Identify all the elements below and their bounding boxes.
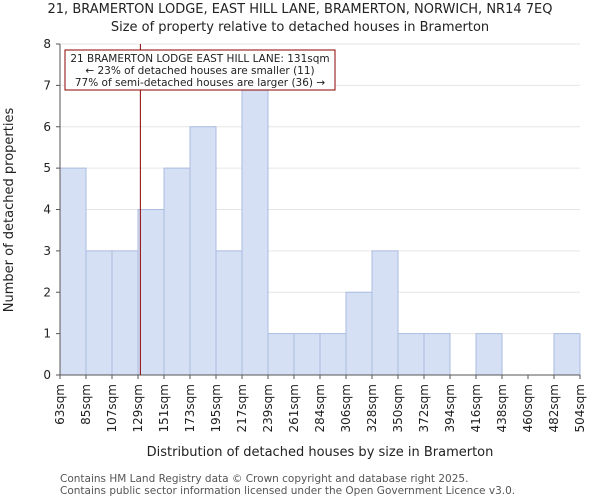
x-tick-label: 85sqm	[79, 384, 93, 425]
x-tick-layer: 63sqm 85sqm 107sqm 129sqm 151sqm 173sqm 195sqm…	[53, 375, 587, 432]
histogram-bar	[319, 333, 347, 376]
x-tick-label: 63sqm	[53, 384, 67, 425]
histogram-bar	[137, 209, 165, 376]
y-tick-label: 5	[43, 161, 51, 175]
footer-line-1: Contains HM Land Registry data © Crown c…	[60, 473, 469, 485]
histogram-bar	[423, 333, 451, 376]
x-tick-label: 217sqm	[235, 384, 249, 432]
histogram-bar	[241, 84, 269, 376]
annotation-line-1: 21 BRAMERTON LODGE EAST HILL LANE: 131sq…	[70, 53, 329, 65]
y-tick-label: 2	[43, 285, 51, 299]
x-tick-label: 306sqm	[339, 384, 353, 432]
x-tick-label: 416sqm	[469, 384, 483, 432]
x-tick-label: 328sqm	[365, 384, 379, 432]
x-tick-label: 504sqm	[573, 384, 587, 432]
y-axis-label: Number of detached properties	[2, 108, 17, 313]
histogram-bar	[111, 250, 139, 376]
x-tick-label: 173sqm	[183, 384, 197, 432]
annotation-box: 21 BRAMERTON LODGE EAST HILL LANE: 131sq…	[64, 49, 336, 91]
x-tick-label: 460sqm	[521, 384, 535, 432]
histogram-bar	[475, 333, 503, 376]
chart-subtitle: Size of property relative to detached ho…	[111, 20, 489, 35]
x-tick-label: 350sqm	[391, 384, 405, 432]
x-tick-label: 239sqm	[261, 384, 275, 432]
histogram-bar	[215, 250, 243, 376]
x-tick-label: 372sqm	[417, 384, 431, 432]
histogram-bar	[85, 250, 113, 376]
y-tick-label: 7	[43, 78, 51, 92]
footer-line-2: Contains public sector information licen…	[60, 485, 516, 497]
x-tick-label: 284sqm	[313, 384, 327, 432]
histogram-bar	[371, 250, 399, 376]
x-tick-label: 482sqm	[547, 384, 561, 432]
histogram-bar	[189, 126, 217, 376]
y-tick-label: 1	[43, 327, 51, 341]
y-tick-label: 0	[43, 368, 51, 382]
histogram-bar	[59, 167, 87, 376]
y-tick-layer: 0 1 2 3 4 5 6 7 8	[43, 37, 60, 382]
y-tick-label: 3	[43, 244, 51, 258]
x-tick-label: 151sqm	[157, 384, 171, 432]
x-axis-label: Distribution of detached houses by size …	[147, 445, 494, 460]
histogram-bar	[397, 333, 425, 376]
y-tick-label: 8	[43, 37, 51, 51]
x-tick-label: 438sqm	[495, 384, 509, 432]
x-tick-label: 195sqm	[209, 384, 223, 432]
bars-layer	[59, 84, 581, 376]
histogram-bar	[163, 167, 191, 376]
annotation-line-3: 77% of semi-detached houses are larger (…	[75, 77, 326, 89]
histogram-bar	[293, 333, 321, 376]
y-tick-label: 4	[43, 203, 51, 217]
chart-title: 21, BRAMERTON LODGE, EAST HILL LANE, BRA…	[48, 2, 553, 17]
histogram-bar	[345, 291, 373, 376]
x-tick-label: 394sqm	[443, 384, 457, 432]
annotation-line-2: ← 23% of detached houses are smaller (11…	[85, 65, 314, 77]
histogram-bar	[267, 333, 295, 376]
histogram-bar	[553, 333, 581, 376]
x-tick-label: 261sqm	[287, 384, 301, 432]
x-tick-label: 129sqm	[131, 384, 145, 432]
x-tick-label: 107sqm	[105, 384, 119, 432]
y-tick-label: 6	[43, 120, 51, 134]
annotation-border	[64, 49, 336, 91]
